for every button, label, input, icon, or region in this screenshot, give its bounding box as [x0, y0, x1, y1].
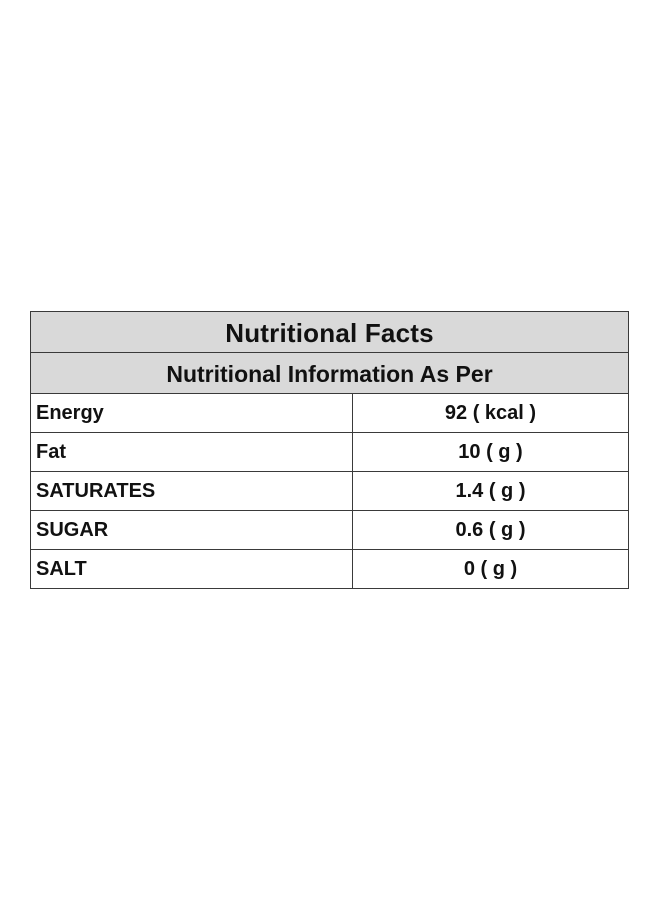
nutrient-value: 0.6 ( g ) [352, 510, 629, 550]
nutrition-facts-panel: Nutritional Facts Nutritional Informatio… [30, 311, 629, 589]
table-subtitle-row: Nutritional Information As Per [30, 352, 629, 394]
table-row: SATURATES 1.4 ( g ) [30, 471, 629, 511]
nutrient-value: 10 ( g ) [352, 432, 629, 472]
nutrient-name: Fat [30, 432, 353, 472]
nutrient-value: 1.4 ( g ) [352, 471, 629, 511]
nutrient-value: 92 ( kcal ) [352, 393, 629, 433]
nutrient-name: SUGAR [30, 510, 353, 550]
table-row: SUGAR 0.6 ( g ) [30, 510, 629, 550]
table-subtitle: Nutritional Information As Per [30, 352, 629, 394]
nutrition-table: Nutritional Facts Nutritional Informatio… [30, 311, 629, 589]
table-row: SALT 0 ( g ) [30, 549, 629, 589]
table-title: Nutritional Facts [30, 311, 629, 353]
table-row: Fat 10 ( g ) [30, 432, 629, 472]
nutrient-name: SALT [30, 549, 353, 589]
nutrient-name: SATURATES [30, 471, 353, 511]
nutrient-name: Energy [30, 393, 353, 433]
nutrient-value: 0 ( g ) [352, 549, 629, 589]
table-title-row: Nutritional Facts [30, 311, 629, 353]
table-row: Energy 92 ( kcal ) [30, 393, 629, 433]
